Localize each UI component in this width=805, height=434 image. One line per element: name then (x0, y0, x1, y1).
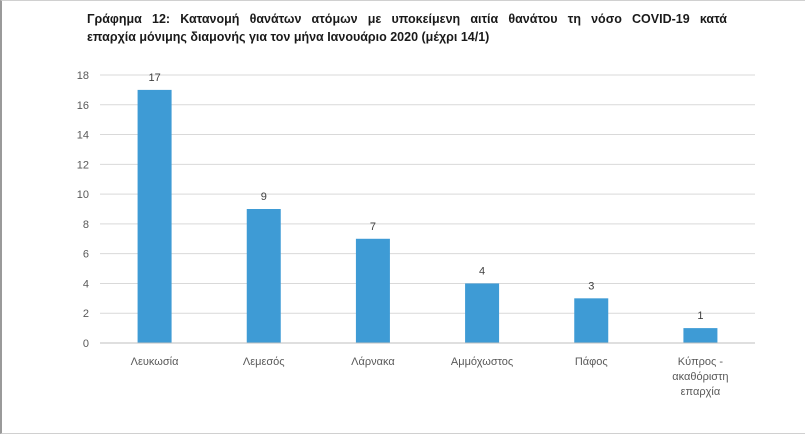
chart-title-line-1: Γράφημα 12: Κατανομή θανάτων ατόμων με υ… (87, 12, 727, 26)
bars (137, 89, 718, 343)
bar (574, 298, 609, 343)
x-axis: Λευκωσία Λεμεσός Λάρνακα Αμμόχωστος Πάφος Κύπ… (100, 342, 755, 398)
y-tick-label: 8 (83, 219, 89, 231)
y-tick-label: 16 (77, 100, 89, 112)
x-tick-label: Αμμόχωστος (451, 356, 513, 368)
data-label: 1 (697, 310, 703, 322)
chart-title: Γράφημα 12: Κατανομή θανάτων ατόμων με υ… (87, 10, 727, 46)
bar (683, 328, 718, 343)
y-tick-label: 2 (83, 308, 89, 320)
x-tick-label: Κύπρος -ακαθόριστη επαρχία (672, 356, 728, 398)
data-labels: 17 9 7 4 3 1 (148, 72, 703, 322)
bar (355, 238, 390, 343)
data-label: 9 (261, 191, 267, 203)
x-tick-label: Πάφος (575, 356, 608, 368)
data-label: 7 (370, 221, 376, 233)
y-axis: 0 2 4 6 8 10 12 14 16 18 (77, 70, 89, 350)
y-tick-label: 12 (77, 159, 89, 171)
bar (137, 89, 172, 343)
y-tick-label: 14 (77, 130, 89, 142)
y-tick-label: 4 (83, 278, 89, 290)
y-tick-label: 18 (77, 70, 89, 82)
y-tick-label: 10 (77, 189, 89, 201)
data-label: 4 (479, 265, 485, 277)
data-label: 17 (148, 72, 160, 84)
y-tick-label: 6 (83, 249, 89, 261)
x-tick-label: Λάρνακα (351, 356, 395, 368)
bar (246, 209, 281, 343)
bar (465, 283, 500, 343)
chart-title-line-2: επαρχία μόνιμης διαμονής για τον μήνα Ια… (87, 30, 490, 44)
y-tick-label: 0 (83, 338, 89, 350)
x-tick-label: Λευκωσία (131, 356, 179, 368)
x-tick-label: Λεμεσός (243, 356, 285, 368)
data-label: 3 (588, 280, 594, 292)
gridlines (100, 74, 755, 314)
